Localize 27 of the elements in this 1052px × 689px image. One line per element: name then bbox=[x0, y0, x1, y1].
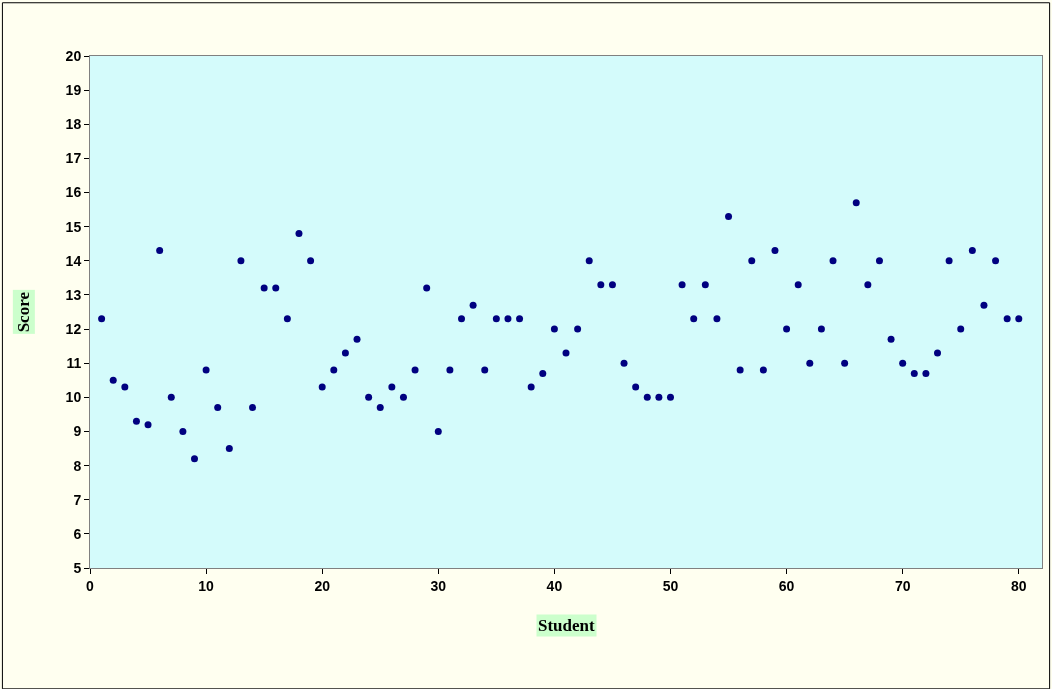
x-tick-label: 30 bbox=[430, 577, 447, 594]
y-tick-label: 19 bbox=[65, 82, 82, 99]
y-axis-title: Score bbox=[14, 291, 34, 333]
y-tick-label: 5 bbox=[73, 559, 82, 576]
y-tick-label: 16 bbox=[65, 184, 82, 201]
y-tick-label: 18 bbox=[65, 116, 82, 133]
y-tick-label: 15 bbox=[65, 218, 82, 235]
x-tick-label: 70 bbox=[894, 577, 911, 594]
y-tick-label: 11 bbox=[66, 355, 82, 372]
x-tick-label: 0 bbox=[86, 577, 95, 594]
x-axis-title: Student bbox=[538, 616, 596, 635]
y-tick-label: 12 bbox=[65, 320, 82, 337]
x-tick-label: 10 bbox=[198, 577, 215, 594]
x-tick-label: 60 bbox=[778, 577, 795, 594]
y-tick-label: 14 bbox=[65, 252, 82, 269]
y-tick-label: 13 bbox=[65, 286, 82, 303]
y-tick-label: 17 bbox=[65, 150, 82, 167]
x-tick-label: 20 bbox=[314, 577, 331, 594]
y-tick-label: 6 bbox=[73, 525, 82, 542]
y-tick-label: 10 bbox=[65, 389, 82, 406]
x-tick-label: 80 bbox=[1010, 577, 1027, 594]
y-tick-label: 20 bbox=[65, 47, 82, 64]
y-tick-label: 9 bbox=[73, 423, 82, 440]
y-tick-label: 8 bbox=[73, 457, 82, 474]
y-tick-label: 7 bbox=[73, 491, 82, 508]
x-tick-label: 50 bbox=[662, 577, 679, 594]
x-tick-label: 40 bbox=[546, 577, 563, 594]
